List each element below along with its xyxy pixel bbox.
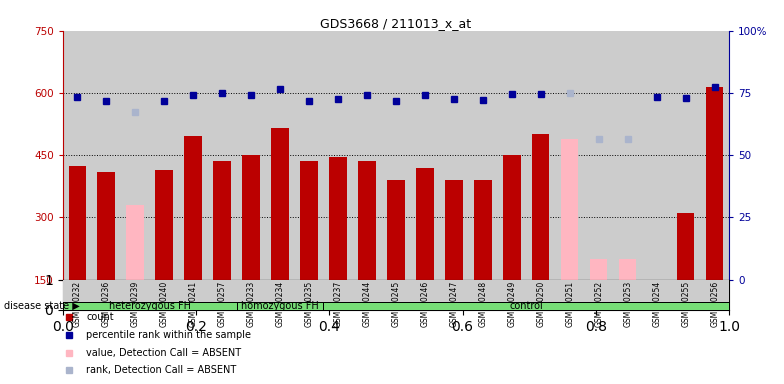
Text: GSM140239: GSM140239 (131, 281, 140, 327)
Title: GDS3668 / 211013_x_at: GDS3668 / 211013_x_at (321, 17, 471, 30)
Text: GSM140255: GSM140255 (681, 281, 690, 327)
Bar (271, 128, 289, 280)
Text: GSM140253: GSM140253 (623, 281, 632, 327)
Text: disease state ▶: disease state ▶ (4, 301, 80, 311)
Text: GSM140235: GSM140235 (304, 281, 314, 327)
Text: GSM140237: GSM140237 (333, 281, 343, 327)
Text: GSM140248: GSM140248 (478, 281, 488, 327)
Text: rank, Detection Call = ABSENT: rank, Detection Call = ABSENT (86, 365, 236, 375)
Bar (97, 172, 115, 280)
Text: GSM140241: GSM140241 (189, 281, 198, 327)
Text: GSM140256: GSM140256 (710, 281, 719, 327)
Bar (677, 213, 695, 280)
Text: count: count (86, 312, 114, 322)
Bar (126, 205, 143, 280)
Bar (706, 87, 724, 280)
Text: GSM140245: GSM140245 (391, 281, 401, 327)
Text: GSM140252: GSM140252 (594, 281, 603, 327)
Text: GSM140244: GSM140244 (362, 281, 372, 327)
Bar (184, 136, 201, 280)
Bar (300, 161, 318, 280)
Text: GSM140250: GSM140250 (536, 281, 546, 327)
Text: GSM140249: GSM140249 (507, 281, 517, 327)
Bar (155, 170, 172, 280)
Bar (358, 161, 376, 280)
Bar (474, 180, 492, 280)
Bar (445, 180, 463, 280)
Text: value, Detection Call = ABSENT: value, Detection Call = ABSENT (86, 348, 241, 358)
Bar (63, 302, 237, 310)
Bar (324, 302, 729, 310)
Text: GSM140236: GSM140236 (102, 281, 111, 327)
Text: GSM140254: GSM140254 (652, 281, 661, 327)
Bar (329, 157, 347, 280)
Bar (416, 167, 434, 280)
Bar (561, 139, 579, 280)
Text: GSM140233: GSM140233 (246, 281, 256, 327)
Bar (237, 302, 324, 310)
Bar (532, 134, 550, 280)
Bar (242, 155, 260, 280)
Bar (590, 259, 608, 280)
Text: control: control (510, 301, 543, 311)
Text: heterozygous FH: heterozygous FH (109, 301, 191, 311)
Text: GSM140246: GSM140246 (420, 281, 430, 327)
Text: GSM140234: GSM140234 (275, 281, 285, 327)
Text: percentile rank within the sample: percentile rank within the sample (86, 330, 251, 340)
Text: GSM140232: GSM140232 (73, 281, 82, 327)
Bar (387, 180, 405, 280)
Bar (68, 166, 86, 280)
Text: GSM140247: GSM140247 (449, 281, 459, 327)
Bar (213, 161, 230, 280)
Text: GSM140240: GSM140240 (160, 281, 169, 327)
Bar (503, 155, 521, 280)
Text: GSM140257: GSM140257 (218, 281, 227, 327)
Bar (619, 259, 637, 280)
Text: GSM140251: GSM140251 (565, 281, 574, 327)
Text: homozygous FH: homozygous FH (241, 301, 319, 311)
